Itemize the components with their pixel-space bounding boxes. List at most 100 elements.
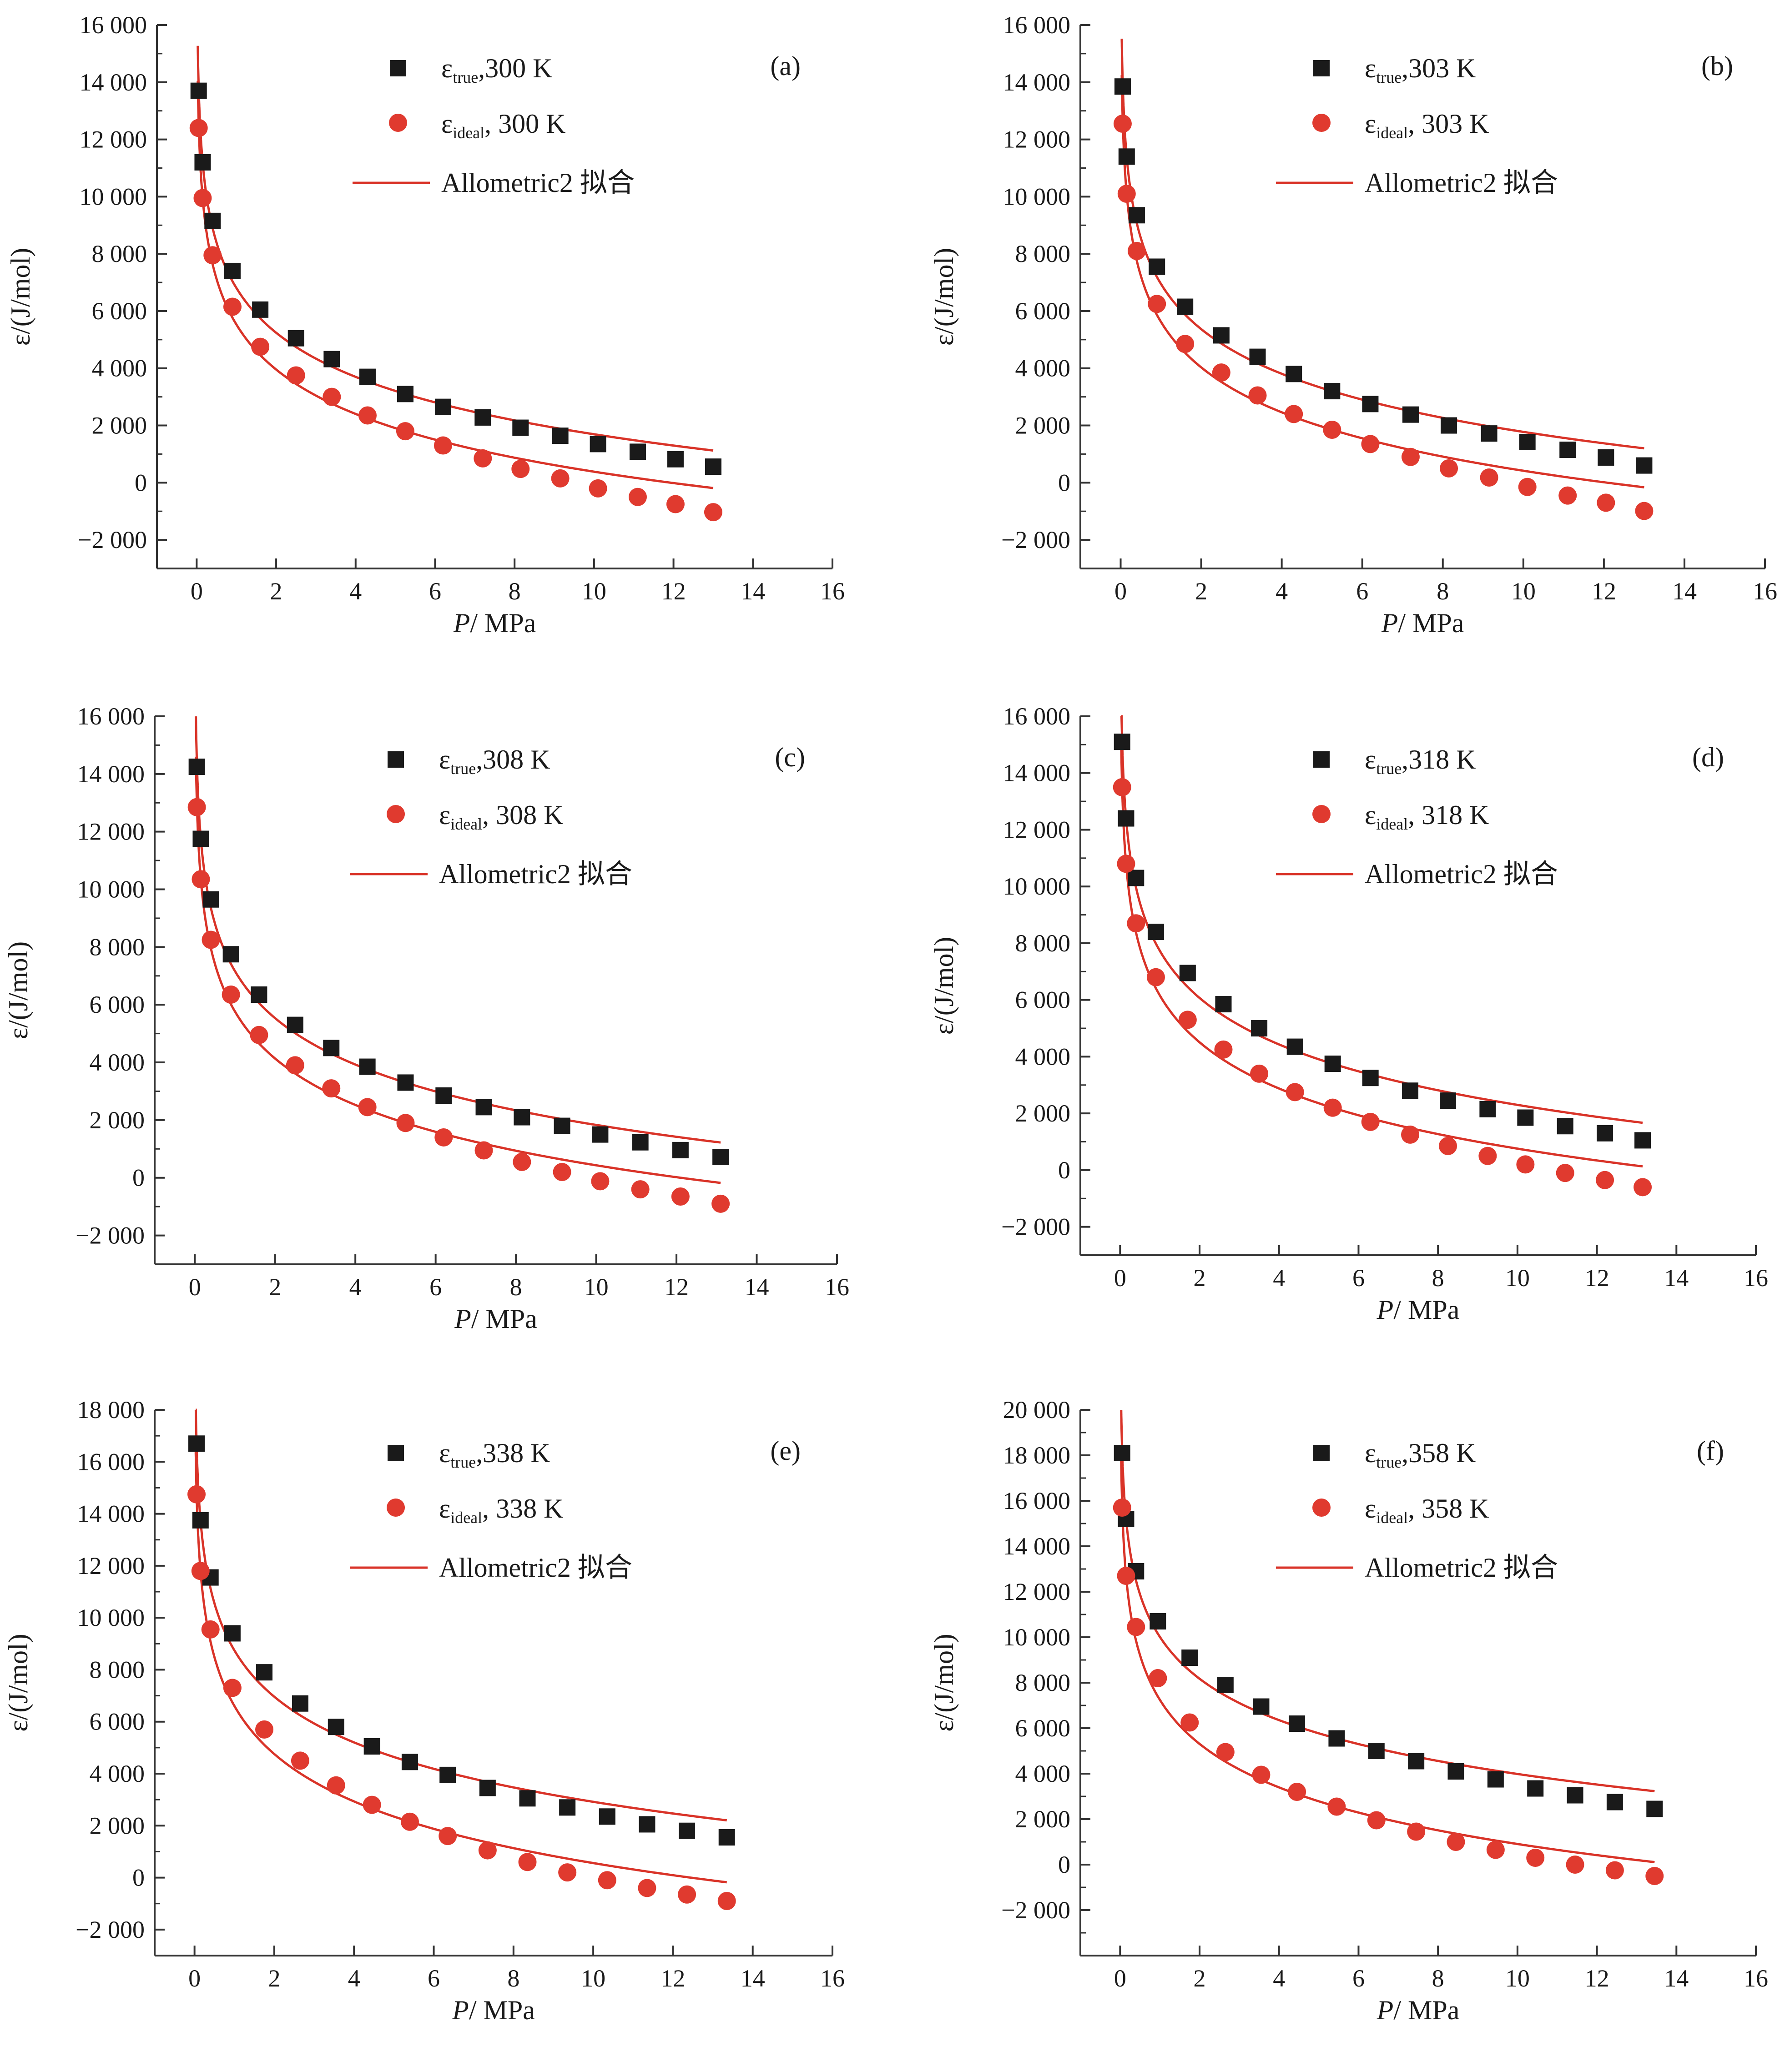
- fit-curve-true: [194, 1408, 727, 1822]
- x-axis-title: P/ MPa: [1381, 608, 1464, 638]
- data-point-true: [1606, 1794, 1623, 1810]
- data-point-ideal: [631, 1180, 650, 1199]
- data-point-ideal: [711, 1194, 730, 1213]
- data-point-ideal: [513, 1152, 531, 1171]
- y-tick-label: 16 000: [1003, 703, 1071, 730]
- data-point-ideal: [1480, 468, 1498, 487]
- y-tick-label: −2 000: [1001, 526, 1070, 553]
- y-tick-label: −2 000: [78, 526, 147, 553]
- data-point-ideal: [1526, 1849, 1545, 1867]
- x-tick-label: 0: [188, 1965, 201, 1992]
- data-point-ideal: [1117, 185, 1136, 203]
- x-tick-label: 4: [1273, 1264, 1285, 1292]
- data-point-ideal: [1176, 335, 1195, 353]
- panel-label: (b): [1701, 51, 1733, 81]
- data-point-ideal: [1635, 502, 1654, 520]
- data-point-ideal: [638, 1879, 656, 1897]
- data-point-ideal: [1634, 1178, 1652, 1197]
- data-point-true: [1598, 449, 1614, 466]
- panel-label: (e): [770, 1436, 801, 1466]
- data-point-true: [1402, 406, 1419, 423]
- fit-curve-true: [1120, 715, 1643, 1124]
- data-point-ideal: [291, 1751, 309, 1770]
- data-point-ideal: [1178, 1011, 1197, 1029]
- data-point-ideal: [322, 1079, 341, 1098]
- x-tick-label: 14: [1664, 1264, 1689, 1292]
- x-tick-label: 12: [661, 1965, 685, 1992]
- x-tick-label: 10: [582, 578, 606, 605]
- y-tick-label: 6 000: [1015, 297, 1071, 325]
- data-point-true: [1114, 734, 1130, 750]
- data-point-true: [188, 1435, 205, 1452]
- data-point-true: [202, 891, 219, 908]
- data-point-ideal: [1596, 1171, 1614, 1189]
- y-tick-label: 20 000: [1003, 1396, 1071, 1423]
- legend-marker-true: [388, 751, 404, 768]
- data-point-true: [222, 946, 239, 963]
- y-tick-label: 0: [132, 1864, 145, 1891]
- y-tick-label: 6 000: [92, 297, 147, 325]
- y-tick-label: 2 000: [1015, 412, 1071, 439]
- x-tick-label: 14: [1672, 578, 1697, 605]
- data-point-ideal: [591, 1172, 610, 1191]
- x-tick-label: 8: [509, 578, 521, 605]
- data-point-ideal: [187, 798, 206, 816]
- data-point-true: [1251, 1020, 1268, 1037]
- y-tick-label: 8 000: [1015, 1669, 1071, 1696]
- y-tick-label: 16 000: [77, 703, 145, 730]
- data-point-ideal: [1401, 448, 1420, 466]
- data-point-true: [1128, 207, 1145, 224]
- data-point-true: [1597, 1125, 1614, 1142]
- chart-panel-a: 0 2 4 6 8 10 12 14 16 −2 000 0 2 000 4 000 6 000 8 000…: [5, 11, 845, 638]
- legend-label-fit: Allometric2 拟合: [439, 1553, 632, 1583]
- x-tick-label: 16: [1753, 578, 1777, 605]
- data-point-ideal: [396, 422, 414, 441]
- y-tick-label: 10 000: [1003, 873, 1071, 900]
- x-tick-label: 2: [270, 578, 282, 605]
- data-point-ideal: [628, 488, 647, 506]
- x-tick-label: 14: [741, 578, 765, 605]
- data-point-ideal: [1288, 1783, 1306, 1801]
- y-tick-label: −2 000: [76, 1222, 145, 1249]
- fit-curve-true: [197, 45, 714, 452]
- legend: εtrue,300 K εideal, 300 K Allometric2 拟合: [353, 53, 635, 198]
- data-point-ideal: [558, 1863, 577, 1882]
- data-point-true: [629, 443, 646, 460]
- data-point-true: [1147, 924, 1164, 940]
- legend: εtrue,308 K εideal, 308 K Allometric2 拟合: [350, 744, 632, 889]
- y-tick-label: 16 000: [77, 1448, 145, 1475]
- data-point-true: [718, 1829, 735, 1846]
- data-point-true: [519, 1790, 536, 1807]
- legend-label-ideal: εideal, 358 K: [1365, 1494, 1489, 1527]
- y-tick-label: 14 000: [80, 69, 147, 96]
- legend: εtrue,358 K εideal, 358 K Allometric2 拟合: [1276, 1438, 1558, 1583]
- data-point-ideal: [1407, 1822, 1426, 1841]
- legend-label-fit: Allometric2 拟合: [1365, 1553, 1558, 1583]
- x-tick-label: 8: [1432, 1264, 1444, 1292]
- data-point-ideal: [553, 1163, 571, 1182]
- data-point-ideal: [1566, 1856, 1584, 1874]
- x-axis-title: P/ MPa: [453, 608, 536, 638]
- x-tick-label: 16: [820, 1965, 845, 1992]
- data-point-ideal: [1127, 914, 1145, 933]
- data-point-ideal: [1439, 1137, 1457, 1155]
- data-point-true: [1519, 434, 1536, 451]
- data-point-true: [1324, 383, 1341, 400]
- y-tick-label: 2 000: [1015, 1100, 1071, 1127]
- data-point-ideal: [434, 436, 452, 455]
- data-point-true: [1646, 1800, 1663, 1817]
- data-point-ideal: [1146, 968, 1165, 986]
- data-point-true: [1557, 1118, 1573, 1135]
- data-point-ideal: [203, 246, 222, 265]
- data-point-true: [1114, 78, 1131, 95]
- data-point-ideal: [1252, 1765, 1271, 1784]
- y-tick-label: 4 000: [92, 355, 147, 382]
- legend: εtrue,338 K εideal, 338 K Allometric2 拟合: [350, 1438, 632, 1583]
- data-point-ideal: [1127, 1618, 1145, 1636]
- x-tick-label: 16: [1744, 1965, 1768, 1992]
- data-point-true: [323, 1040, 340, 1056]
- data-point-true: [287, 1016, 303, 1033]
- data-point-ideal: [478, 1841, 497, 1860]
- y-tick-label: 2 000: [1015, 1805, 1071, 1833]
